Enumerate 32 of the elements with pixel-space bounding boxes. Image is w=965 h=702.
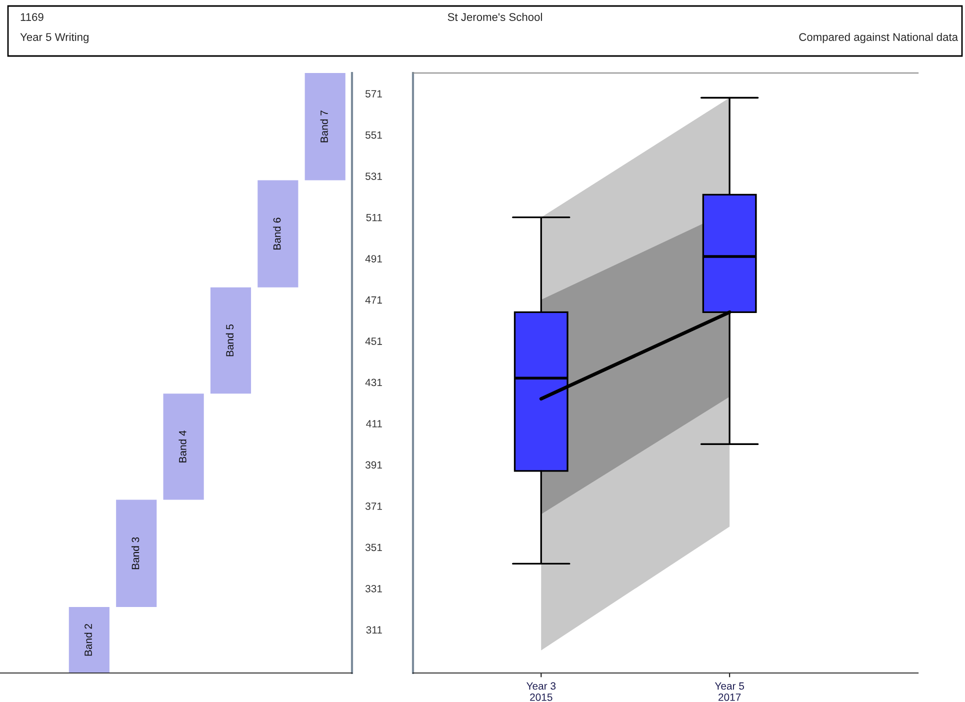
x-tick-label: Band 5 <box>226 324 234 356</box>
y-tick-label: 511 <box>366 214 382 222</box>
y-tick-label: 351 <box>365 544 382 552</box>
text: Compared against National data <box>799 32 958 44</box>
bar <box>258 180 298 288</box>
y-tick-label: 331 <box>365 584 382 592</box>
x-tick-label: Band 6 <box>273 218 281 250</box>
bar <box>304 73 346 180</box>
y-tick-label: 491 <box>365 255 382 262</box>
text: 1169 <box>20 13 44 21</box>
y-tick-label: 391 <box>365 461 382 469</box>
y-tick-label: 451 <box>365 338 382 345</box>
chart-title: St Jerome's School <box>448 12 542 21</box>
bar <box>68 607 110 673</box>
x-tick-label: Band 7 <box>320 110 328 142</box>
text: Year 5 Writing <box>20 32 88 44</box>
y-tick-label: 411 <box>366 420 382 428</box>
y-tick-label: 371 <box>365 502 382 510</box>
x-tick-label: Band 3 <box>132 537 140 570</box>
bar <box>163 394 204 500</box>
x-tick-label: Band 4 <box>178 430 186 462</box>
x-tick-label: Band 2 <box>84 624 92 656</box>
y-tick-label: 471 <box>365 296 382 304</box>
y-tick-label: 571 <box>365 90 382 98</box>
bar <box>116 500 157 608</box>
x-tick-label: Year 3 2015 <box>526 682 556 701</box>
x-tick-label: Year 5 2017 <box>714 682 744 701</box>
y-tick-label: 531 <box>365 172 382 180</box>
y-tick-label: 311 <box>366 626 382 634</box>
y-tick-label: 431 <box>365 378 382 386</box>
bar <box>210 287 252 394</box>
y-tick-label: 551 <box>365 131 382 139</box>
